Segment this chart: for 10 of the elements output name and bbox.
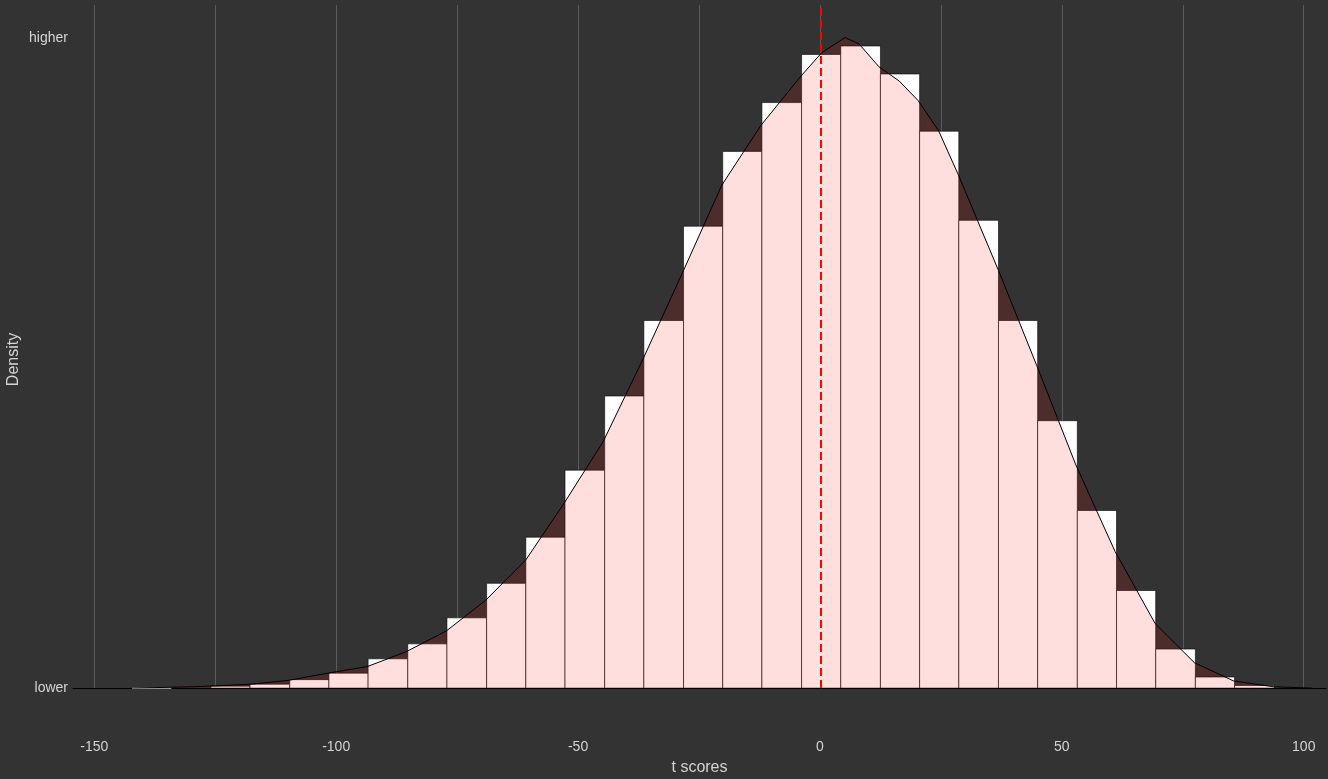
x-tick-label: 50	[1054, 738, 1070, 755]
x-tick-label: 0	[816, 738, 825, 755]
x-tick-label: -100	[322, 738, 351, 755]
y-axis-title: Density	[3, 332, 21, 387]
x-tick-label: -150	[80, 738, 109, 755]
x-tick-label: 100	[1292, 738, 1316, 755]
x-axis-title: t scores	[671, 757, 728, 775]
text: higher	[29, 28, 69, 45]
x-tick-label: -50	[567, 738, 589, 755]
text: lower	[34, 679, 69, 696]
